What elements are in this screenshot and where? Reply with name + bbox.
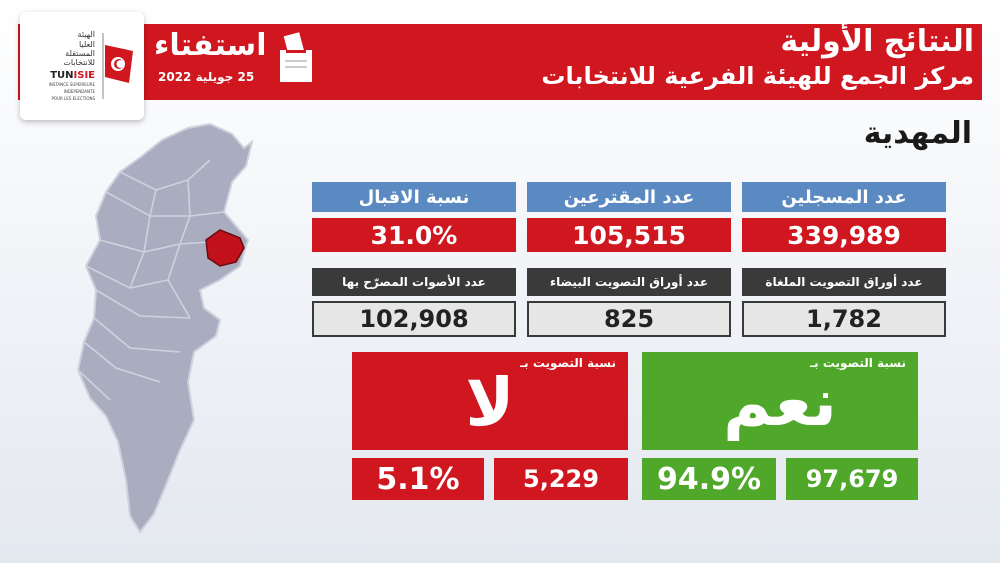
vote-no-count: 5,229 — [494, 458, 628, 500]
referendum-word: استفتاء — [154, 28, 267, 63]
ballot-box-icon — [280, 32, 312, 82]
vote-yes-percent: 94.9% — [642, 458, 776, 500]
tunisia-map — [76, 122, 254, 534]
page-subtitle: مركز الجمع للهيئة الفرعية للانتخابات — [541, 62, 974, 90]
logo-french-line: INDEPENDANTE — [63, 88, 95, 94]
vote-no-caption: نسبة التصويت بـ — [520, 356, 616, 370]
logo-arabic-line: للانتخابات — [63, 57, 95, 67]
registered-value: 339,989 — [742, 218, 946, 252]
logo-text: الهيئة العليا المستقلة للانتخابات TUNISI… — [29, 30, 95, 101]
valid-label: عدد الأصوات المصرّح بها — [312, 268, 516, 296]
isie-logo: الهيئة العليا المستقلة للانتخابات TUNISI… — [20, 12, 144, 120]
voters-value: 105,515 — [527, 218, 731, 252]
logo-arabic-line: المستقلة — [65, 48, 95, 58]
logo-arabic-line: العليا — [78, 39, 95, 49]
region-borders — [77, 159, 225, 401]
blank-value: 825 — [527, 301, 731, 337]
blank-label: عدد أوراق التصويت البيضاء — [527, 268, 731, 296]
voters-label: عدد المقترعين — [527, 182, 731, 212]
valid-value: 102,908 — [312, 301, 516, 337]
page-title: النتائج الأولية — [780, 24, 974, 59]
logo-french-line: INSTANCE SUPERIEURE — [48, 82, 95, 88]
logo-abbr-suffix: ISIE — [73, 70, 95, 82]
vote-yes-word: نعم — [723, 364, 837, 441]
logo-abbreviation: TUNISIE — [50, 70, 95, 81]
mahdia-region-highlight — [205, 229, 245, 267]
header-band — [18, 24, 982, 100]
logo-french-line: POUR LES ELECTIONS — [51, 95, 95, 101]
vote-no-word: لا — [465, 364, 515, 441]
region-name: المهدية — [863, 116, 972, 151]
vote-yes-card: نسبة التصويت بـ نعم — [642, 352, 918, 450]
vote-yes-caption: نسبة التصويت بـ — [810, 356, 906, 370]
cancelled-value: 1,782 — [742, 301, 946, 337]
vote-no-card: نسبة التصويت بـ لا — [352, 352, 628, 450]
cancelled-label: عدد أوراق التصويت الملغاة — [742, 268, 946, 296]
tunisia-outline — [76, 122, 254, 534]
referendum-badge: استفتاء 25 جويلية 2022 — [150, 28, 320, 92]
logo-abbr-prefix: TUN — [50, 70, 74, 82]
registered-label: عدد المسجلين — [742, 182, 946, 212]
referendum-date: 25 جويلية 2022 — [158, 70, 255, 84]
vote-yes-count: 97,679 — [786, 458, 918, 500]
ballot-flag-icon — [102, 33, 133, 99]
logo-arabic-line: الهيئة — [77, 30, 95, 40]
turnout-value: 31.0% — [312, 218, 516, 252]
vote-no-percent: 5.1% — [352, 458, 484, 500]
turnout-label: نسبة الاقبال — [312, 182, 516, 212]
